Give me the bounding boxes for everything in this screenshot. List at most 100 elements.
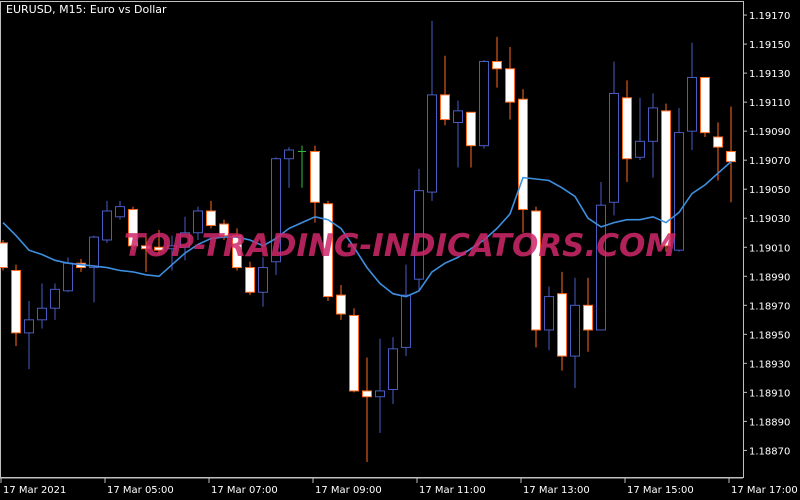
candle-body	[609, 92, 619, 203]
time-tick-label: 17 Mar 05:00	[107, 485, 174, 496]
candle	[193, 206, 203, 240]
candle	[453, 100, 463, 168]
candle-body	[167, 245, 177, 250]
candle	[622, 80, 632, 182]
candle-body	[102, 210, 112, 241]
candle	[713, 122, 723, 181]
candle-body	[323, 203, 333, 298]
candle	[427, 20, 437, 201]
candle-body	[0, 242, 8, 269]
candle-body	[219, 223, 229, 237]
candle-body	[622, 97, 632, 160]
price-tick-label: 1.19030	[749, 214, 790, 225]
candle-body	[24, 319, 34, 334]
candle	[284, 147, 294, 188]
candle-body	[505, 68, 515, 103]
candle	[141, 235, 151, 272]
candle	[362, 357, 372, 463]
candle	[583, 277, 593, 352]
candle-body	[401, 294, 411, 348]
candle	[687, 42, 697, 151]
candle	[24, 300, 34, 370]
candle	[323, 200, 333, 301]
price-tick-label: 1.18910	[749, 388, 790, 399]
candle	[596, 181, 606, 331]
price-tick-label: 1.19070	[749, 156, 790, 167]
candle-body	[154, 246, 164, 251]
candle-body	[349, 314, 359, 392]
candle-body	[674, 132, 684, 251]
candle-body	[648, 107, 658, 142]
moving-average-line	[2, 161, 732, 298]
candle-body	[89, 236, 99, 269]
time-tick-label: 17 Mar 13:00	[523, 485, 590, 496]
candle-body	[375, 390, 385, 398]
price-tick-label: 1.18890	[749, 417, 790, 428]
candle-body	[362, 390, 372, 398]
candle	[466, 111, 476, 168]
candle	[570, 277, 580, 389]
candle-body	[310, 150, 320, 203]
candle	[557, 271, 567, 371]
price-tick-label: 1.19110	[749, 98, 790, 109]
candle-body	[479, 61, 489, 147]
candle	[89, 235, 99, 303]
price-tick-label: 1.19170	[749, 11, 790, 22]
candle-body	[687, 76, 697, 132]
candle-body	[596, 204, 606, 331]
candle-body	[388, 348, 398, 390]
candle-body	[50, 288, 60, 309]
candle-body	[570, 304, 580, 357]
candle-body	[180, 232, 190, 248]
price-tick-label: 1.19150	[749, 40, 790, 51]
candle-body	[11, 269, 21, 334]
candle-body	[440, 94, 450, 121]
candle	[635, 97, 645, 161]
candle	[336, 284, 346, 320]
candle-body	[700, 76, 710, 134]
candle	[388, 337, 398, 404]
candle-body	[232, 235, 242, 269]
candle	[0, 240, 8, 271]
candle-body	[336, 294, 346, 315]
candle	[544, 286, 554, 351]
price-tick-label: 1.19130	[749, 69, 790, 80]
candle-body	[531, 210, 541, 331]
candle	[492, 36, 502, 88]
candle-body	[492, 61, 502, 70]
candle	[128, 206, 138, 251]
candle	[50, 283, 60, 320]
price-tick-label: 1.19050	[749, 185, 790, 196]
candle-body	[726, 150, 736, 163]
candle	[531, 206, 541, 348]
candle-body	[115, 206, 125, 218]
candle	[609, 61, 619, 216]
candle	[518, 89, 528, 233]
candle	[661, 103, 671, 252]
candle	[154, 229, 164, 255]
candle	[414, 168, 424, 291]
candle-body	[193, 210, 203, 234]
candle-body	[583, 304, 593, 331]
candle-body	[284, 149, 294, 160]
candle	[258, 257, 268, 307]
time-axis[interactable]: 17 Mar 2021 17 Mar 05:00 17 Mar 07:00 17 Ma…	[0, 477, 798, 496]
candle	[102, 200, 112, 243]
candle-body	[544, 296, 554, 331]
price-axis[interactable]: 1.19170 1.19150 1.19130 1.19110 1.19090 1.190…	[743, 11, 790, 457]
candle-body	[37, 307, 47, 321]
candles-layer	[0, 20, 736, 463]
candle	[11, 264, 21, 346]
time-tick-label: 17 Mar 11:00	[419, 485, 486, 496]
candle-body	[258, 267, 268, 293]
price-tick-label: 1.18930	[749, 359, 790, 370]
price-tick-label: 1.18870	[749, 446, 790, 457]
candle-body	[635, 140, 645, 158]
chart-title: EURUSD, M15: Euro vs Dollar	[6, 3, 167, 16]
candle	[298, 145, 306, 188]
candle-body	[518, 98, 528, 211]
candle-body	[271, 158, 281, 263]
time-tick-label: 17 Mar 09:00	[315, 485, 382, 496]
candle	[245, 261, 255, 296]
